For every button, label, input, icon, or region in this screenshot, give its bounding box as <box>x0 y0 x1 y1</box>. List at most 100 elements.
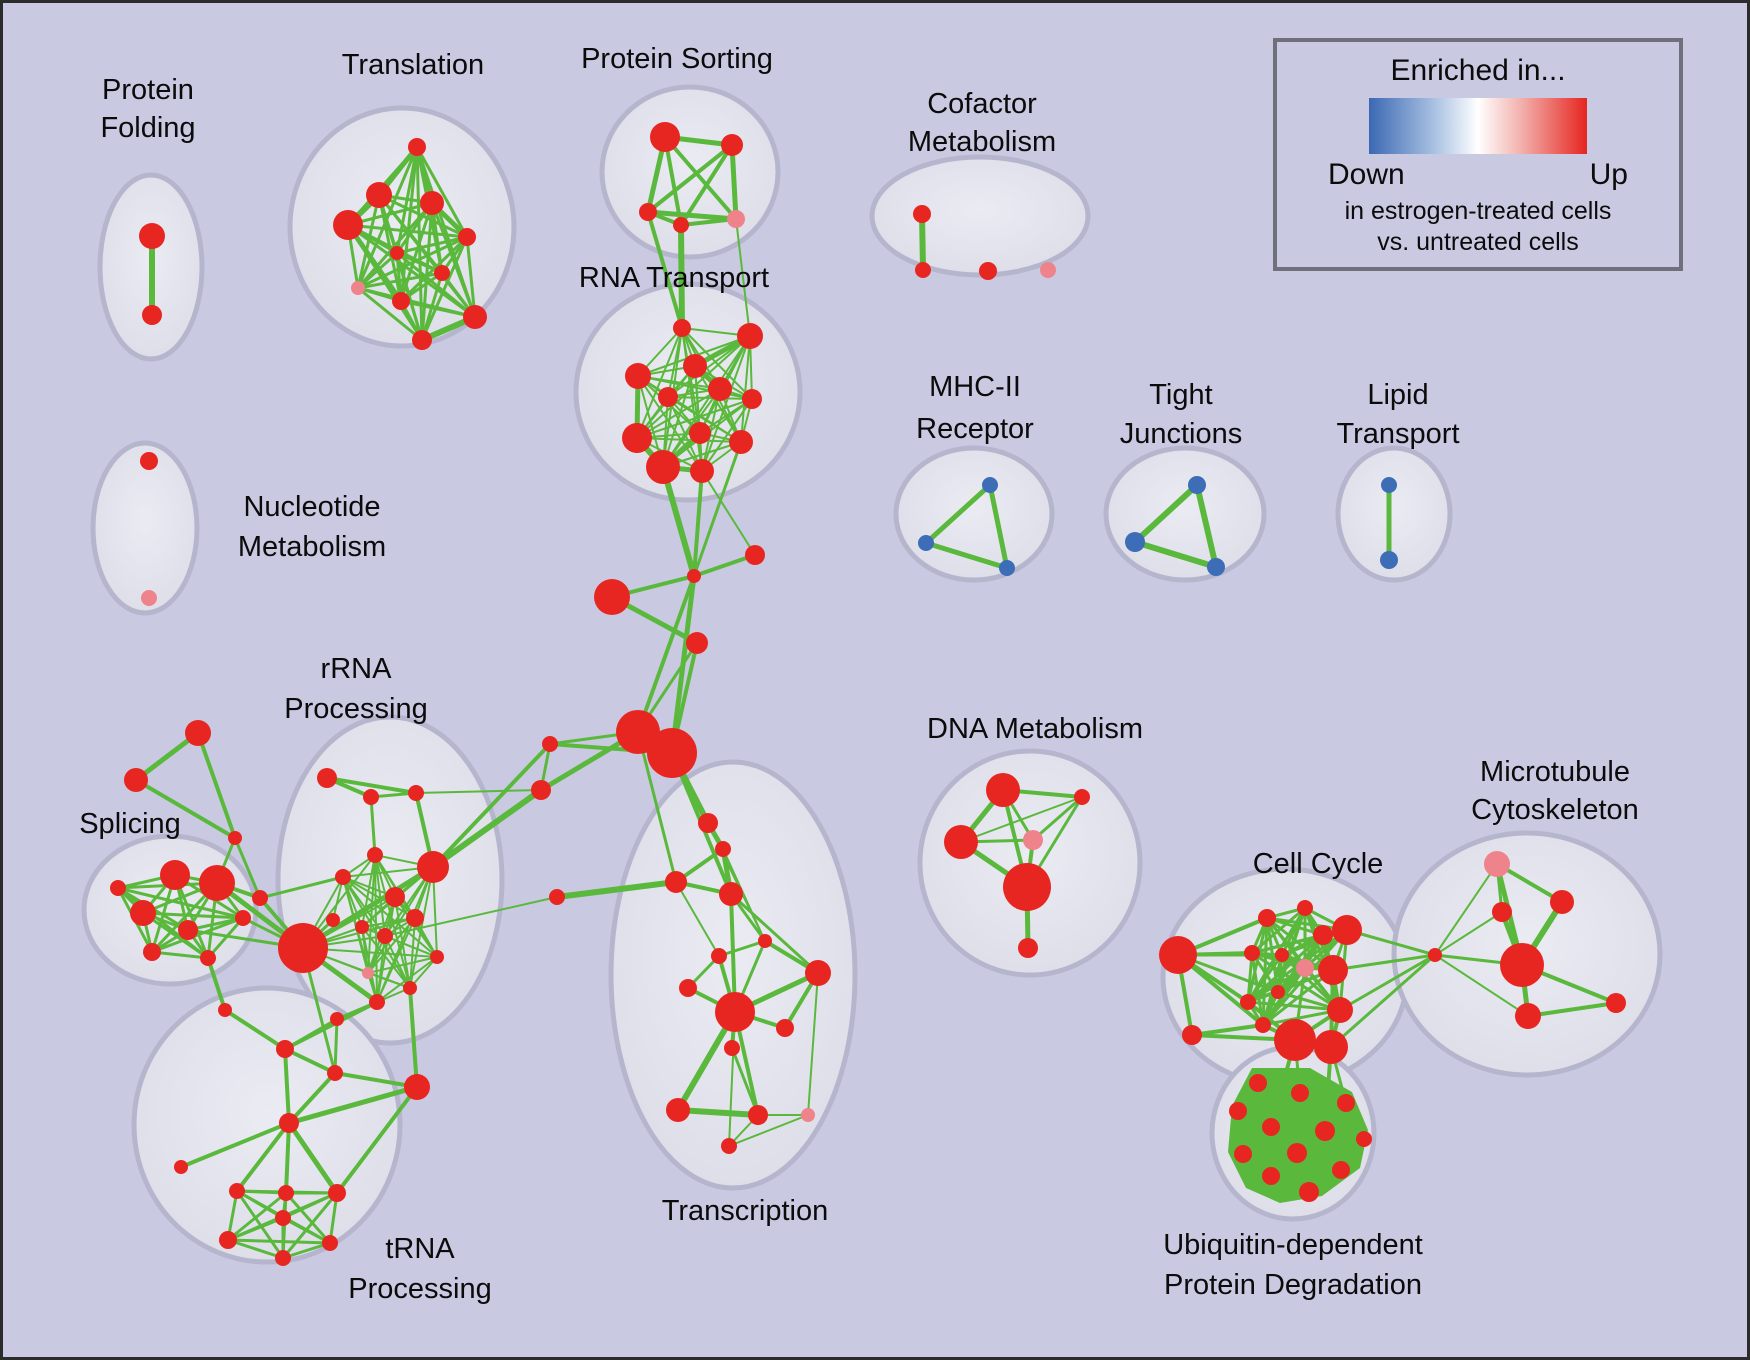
node-tx3 <box>805 960 831 986</box>
edge-cc9-cc11 <box>1246 966 1307 1004</box>
node-mh2 <box>918 535 934 551</box>
edge-tn5-tn8 <box>284 1121 291 1195</box>
node-rt10 <box>729 430 753 454</box>
edge-ps5-rt2 <box>735 218 751 337</box>
node-ccB2 <box>1314 1030 1348 1064</box>
cluster-label-lipid-transport: Lipid Transport <box>1336 379 1459 450</box>
node-sl2 <box>531 780 551 800</box>
node-dm2 <box>1074 789 1090 805</box>
legend-down-label: Down <box>1328 158 1405 191</box>
edge-ps1-ps5 <box>663 135 738 221</box>
node-dm4 <box>1023 830 1043 850</box>
node-ub11 <box>1262 1167 1280 1185</box>
edge-tr5-tr8 <box>356 235 469 290</box>
edge-rt1-rt8 <box>636 327 683 439</box>
edge-tx3-tx10 <box>807 972 819 1116</box>
edge-spl7-spl8 <box>206 916 245 960</box>
legend-caption-line1: in estrogen-treated cells <box>1344 197 1612 225</box>
cluster-label-rrna-processing: rRNA Processing <box>284 653 427 725</box>
edge-tj2-tj3 <box>1132 539 1219 570</box>
node-rt9 <box>689 422 711 444</box>
edge-rt1-rt12 <box>681 327 703 472</box>
edge-mtJ-mt1 <box>1434 863 1498 956</box>
edge-cm1-cm2 <box>919 211 926 273</box>
cluster-label-trna-processing: tRNA Processing <box>348 1233 491 1305</box>
edge-tn1-tn5 <box>283 1047 291 1125</box>
edge-tn3-tn4 <box>333 1071 419 1089</box>
node-spl7 <box>200 950 216 966</box>
edge-mtJ-cc10 <box>1331 953 1437 972</box>
node-tn10 <box>219 1231 237 1249</box>
node-tx10 <box>801 1108 815 1122</box>
edge-rr14-rr15 <box>367 972 411 989</box>
edge-rr6-rr12 <box>302 866 434 949</box>
edge-tr5-tr11 <box>420 235 469 342</box>
edge-rt5-rt10 <box>667 396 742 443</box>
node-cc5 <box>1313 925 1333 945</box>
edge-mh1-mh2 <box>923 482 993 546</box>
node-tn8 <box>278 1185 294 1201</box>
edge-tn4-tn9 <box>335 1085 419 1195</box>
node-spl6 <box>143 943 161 961</box>
edge-rt2-rt5 <box>667 335 751 398</box>
node-tr8 <box>351 281 365 295</box>
edge-cc8-cc11 <box>1246 953 1284 1004</box>
edge-mtJ-cc6 <box>1345 928 1437 957</box>
edge-hub1-ch3 <box>636 730 678 884</box>
node-sp3 <box>594 579 630 615</box>
node-ch1 <box>698 813 718 833</box>
node-lt1 <box>1381 477 1397 493</box>
edge-tn2-tn3 <box>333 1017 339 1075</box>
cluster-ellipse-nucleotide-metabolism <box>90 440 200 616</box>
node-dm1 <box>986 773 1020 807</box>
edge-cc2-cc13 <box>1190 1023 1265 1037</box>
edge-tn4-tn5 <box>286 1084 420 1126</box>
node-ps5 <box>727 210 745 228</box>
node-ub6 <box>1315 1121 1335 1141</box>
edge-tx11-tx10 <box>728 1114 809 1147</box>
edge-ch3-ch5 <box>554 879 679 900</box>
node-tx1 <box>711 948 727 964</box>
node-tr10 <box>463 305 487 329</box>
node-tn3 <box>327 1065 343 1081</box>
edge-mtJ-mt5 <box>1434 954 1529 1017</box>
node-rr15 <box>403 981 417 995</box>
cluster-ellipse-trna-processing <box>131 985 403 1265</box>
cluster-ellipse-lipid-transport <box>1335 445 1453 583</box>
cluster-labels: Protein Folding Nucleotide Metabolism Transl… <box>79 43 1639 1305</box>
edge-tn1-tn3 <box>283 1047 337 1075</box>
node-cc11 <box>1240 994 1256 1010</box>
edge-tr1-tr5 <box>415 145 469 239</box>
node-cc8 <box>1275 948 1289 962</box>
edge-cc7-cc11 <box>1246 951 1254 1004</box>
edge-rt7-rt8 <box>636 398 753 439</box>
node-rt4 <box>625 363 651 389</box>
node-pf1 <box>139 223 165 249</box>
node-tx4 <box>679 979 697 997</box>
edge-rr13-rr16 <box>376 956 438 1003</box>
cluster-label-transcription: Transcription <box>662 1195 829 1227</box>
node-tr2 <box>366 182 392 208</box>
node-cc3 <box>1258 909 1276 927</box>
edge-sp1-sp2 <box>692 553 757 578</box>
node-rr6 <box>417 851 449 883</box>
edge-dm2-dm3 <box>960 796 1083 843</box>
edge-rr10-rr14 <box>367 917 416 974</box>
node-mt4 <box>1500 943 1544 987</box>
node-mh3 <box>999 560 1015 576</box>
node-tx5 <box>715 992 755 1032</box>
node-tr4 <box>333 210 363 240</box>
node-tr3 <box>420 191 444 215</box>
node-rt12 <box>690 459 714 483</box>
node-st3 <box>228 831 242 845</box>
edge-rt2-rt10 <box>740 335 751 443</box>
node-ch5 <box>549 889 565 905</box>
edge-sp2-rt12 <box>701 470 756 556</box>
node-ch3 <box>665 871 687 893</box>
node-sp2 <box>745 545 765 565</box>
node-tn7 <box>229 1183 245 1199</box>
node-ch4 <box>719 882 743 906</box>
node-ps1 <box>650 122 680 152</box>
node-tn9 <box>328 1184 346 1202</box>
cluster-label-protein-sorting: Protein Sorting <box>581 43 773 75</box>
